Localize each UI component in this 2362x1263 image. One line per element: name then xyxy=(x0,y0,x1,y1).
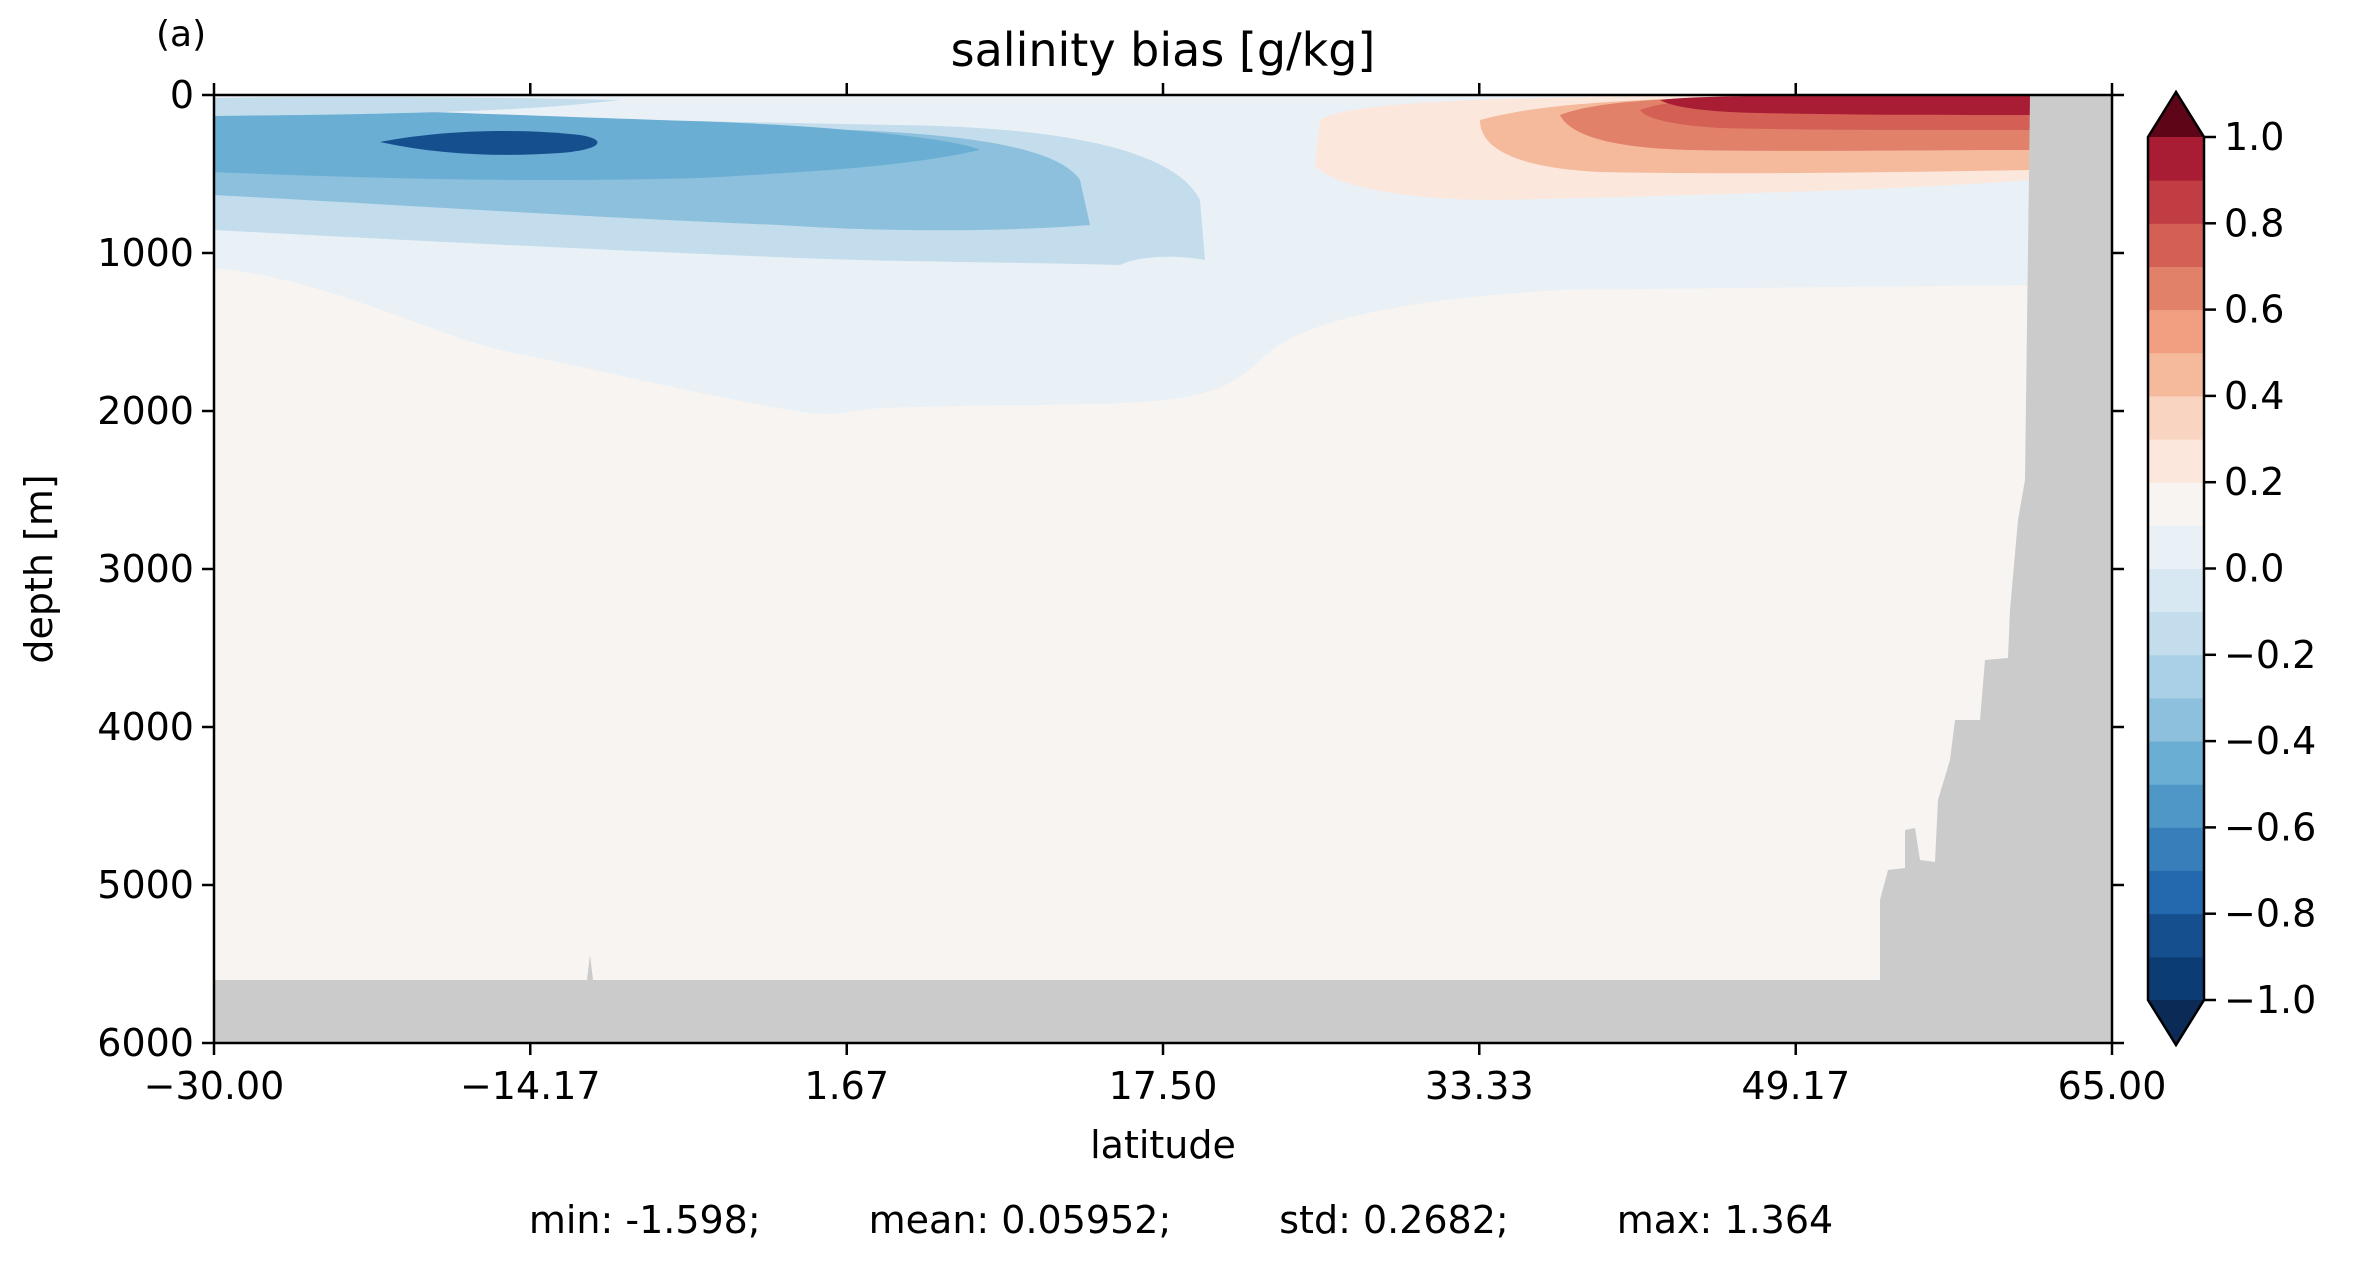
colorbar-swatch xyxy=(2148,223,2204,267)
y-tick-label: 4000 xyxy=(97,705,194,749)
land-mask xyxy=(214,95,2112,1043)
x-tick-label: −14.17 xyxy=(460,1064,601,1108)
colorbar-swatch xyxy=(2148,784,2204,828)
colorbar-swatch xyxy=(2148,568,2204,613)
colorbar-tick-label: 1.0 xyxy=(2224,115,2284,159)
x-tick-label: 49.17 xyxy=(1741,1064,1850,1108)
colorbar-extend-low xyxy=(2148,1000,2204,1045)
x-tick-label: 1.67 xyxy=(804,1064,889,1108)
colorbar-swatch xyxy=(2148,180,2204,224)
chart-title: salinity bias [g/kg] xyxy=(951,23,1376,77)
colorbar-swatch xyxy=(2148,913,2204,958)
colorbar-swatch xyxy=(2148,741,2204,785)
contour-region-fresh-min xyxy=(380,130,598,155)
y-tick-label: 2000 xyxy=(97,389,194,433)
contour-region-salty-max xyxy=(1660,95,2030,115)
contour-plot xyxy=(214,95,2112,1043)
colorbar-tick-label: 0.2 xyxy=(2224,460,2284,504)
colorbar-swatch xyxy=(2148,309,2204,354)
x-tick-label: 17.50 xyxy=(1109,1064,1218,1108)
statistics-line: min: -1.598; mean: 0.05952; std: 0.2682;… xyxy=(0,1198,2362,1248)
colorbar-tick-label: −0.6 xyxy=(2224,805,2316,849)
colorbar-swatch xyxy=(2148,525,2204,569)
colorbar-swatch xyxy=(2148,956,2204,1001)
y-tick-label: 5000 xyxy=(97,863,194,907)
panel-label: (a) xyxy=(156,14,206,55)
y-tick-label: 3000 xyxy=(97,547,194,591)
y-tick-label: 0 xyxy=(170,73,194,117)
stat-min: min: -1.598; xyxy=(528,1198,761,1242)
y-axis-label: depth [m] xyxy=(17,474,61,663)
colorbar-swatch xyxy=(2148,611,2204,656)
colorbar-swatch xyxy=(2148,827,2204,872)
white-eddy xyxy=(860,882,874,905)
y-axis: 0 1000 2000 3000 4000 5000 6000 xyxy=(97,73,2124,1065)
colorbar-tick-label: 0.6 xyxy=(2224,288,2284,332)
colorbar-tick-label: 0.0 xyxy=(2224,547,2284,591)
colorbar-swatch xyxy=(2148,870,2204,915)
colorbar-tick-label: −0.2 xyxy=(2224,633,2316,677)
stat-max: max: 1.364 xyxy=(1616,1198,1834,1242)
colorbar-tick-label: 0.4 xyxy=(2224,374,2284,418)
colorbar-extend-high xyxy=(2148,92,2204,137)
x-axis-label: latitude xyxy=(1090,1123,1236,1167)
y-tick-label: 1000 xyxy=(97,231,194,275)
colorbar: 1.0 0.8 0.6 0.4 0.2 0.0 −0.2 −0.4 −0.6 −0.8 −1.0 xyxy=(2146,89,2316,1048)
colorbar-swatch xyxy=(2148,482,2204,526)
colorbar-tick-label: 0.8 xyxy=(2224,201,2284,245)
seamount xyxy=(587,955,593,980)
stat-mean: mean: 0.05952; xyxy=(868,1198,1172,1242)
colorbar-swatch xyxy=(2148,137,2204,181)
colorbar-swatch xyxy=(2148,697,2204,742)
contour-region-fresh-surface xyxy=(214,96,620,116)
colorbar-tick-label: −0.4 xyxy=(2224,719,2316,763)
y-tick-label: 6000 xyxy=(97,1021,194,1065)
x-tick-label: 33.33 xyxy=(1425,1064,1534,1108)
colorbar-tick-label: −0.8 xyxy=(2224,892,2316,936)
stat-std: std: 0.2682; xyxy=(1279,1198,1509,1242)
colorbar-swatch xyxy=(2148,439,2204,483)
x-axis: −30.00 −14.17 1.67 17.50 33.33 49.17 65.00 xyxy=(144,83,2167,1108)
x-tick-label: −30.00 xyxy=(144,1064,285,1108)
colorbar-swatch xyxy=(2148,266,2204,311)
colorbar-swatch xyxy=(2148,395,2204,440)
colorbar-tick-label: −1.0 xyxy=(2224,978,2316,1022)
colorbar-swatch xyxy=(2148,654,2204,699)
colorbar-swatch xyxy=(2148,352,2204,397)
x-tick-label: 65.00 xyxy=(2058,1064,2167,1108)
